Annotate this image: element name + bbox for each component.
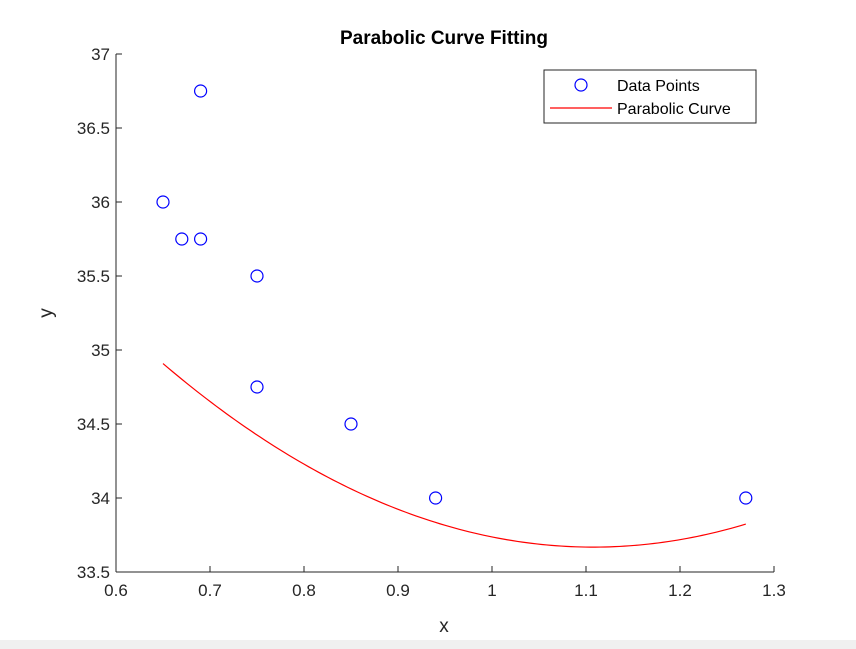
x-tick-label: 0.6 (104, 581, 128, 600)
legend-marker-data-points (574, 78, 588, 92)
x-tick-label: 0.9 (386, 581, 410, 600)
x-tick-label: 0.7 (198, 581, 222, 600)
x-axis-label: x (439, 616, 449, 637)
y-tick-label: 35.5 (77, 267, 110, 286)
y-tick-label: 36 (91, 193, 110, 212)
data-point (194, 84, 208, 98)
x-tick-label: 1.2 (668, 581, 692, 600)
legend-label-parabolic-curve: Parabolic Curve (617, 101, 731, 118)
x-tick-label: 0.8 (292, 581, 316, 600)
y-tick-label: 34 (91, 489, 110, 508)
data-point (156, 195, 170, 209)
legend-label-data-points: Data Points (617, 78, 700, 95)
data-point (194, 232, 208, 246)
data-point (250, 380, 264, 394)
data-point (429, 491, 443, 505)
figure-bottom-bar (0, 640, 856, 649)
y-tick-label: 37 (91, 45, 110, 64)
x-tick-label: 1 (487, 581, 496, 600)
x-tick-label: 1.1 (574, 581, 598, 600)
y-tick-label: 33.5 (77, 563, 110, 582)
chart-title: Parabolic Curve Fitting (340, 28, 548, 49)
series-line-parabolic-curve (162, 363, 746, 548)
legend[interactable]: Data Points Parabolic Curve (543, 69, 757, 124)
data-point (344, 417, 358, 431)
y-axis-label: y (36, 308, 57, 318)
y-tick-label: 35 (91, 341, 110, 360)
series-points-data-points (156, 84, 753, 505)
x-tick-label: 1.3 (762, 581, 786, 600)
data-point (739, 491, 753, 505)
x-ticks: 0.6 0.7 0.8 0.9 1 1.1 1.2 1.3 (104, 566, 786, 600)
data-point (175, 232, 189, 246)
y-tick-label: 34.5 (77, 415, 110, 434)
data-point (250, 269, 264, 283)
y-ticks: 33.5 34 34.5 35 35.5 36 36.5 37 (77, 45, 122, 582)
y-tick-label: 36.5 (77, 119, 110, 138)
